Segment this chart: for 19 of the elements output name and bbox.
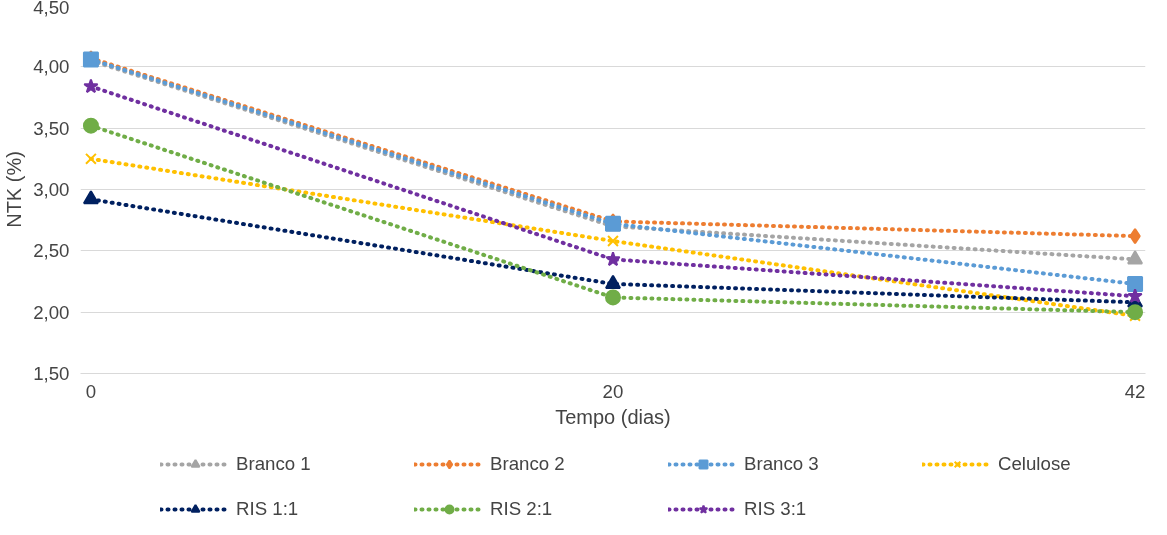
x-tick-label: 42 [1124,380,1146,402]
x-tick-label: 0 [85,380,97,402]
y-tick-label: 3,50 [33,117,70,139]
x-tick-label: 20 [602,380,624,402]
legend-label: Celulose [998,453,1072,475]
legend-label: Branco 3 [744,453,820,475]
y-tick-label: 2,50 [33,240,70,262]
legend-label: RIS 1:1 [236,498,300,520]
y-axis-title: NTK (%) [3,151,26,228]
legend-label: RIS 2:1 [490,498,554,520]
y-tick-label: 1,50 [33,363,70,384]
y-tick-label: 4,50 [33,0,70,18]
y-tick-label: 3,00 [33,179,70,200]
legend-label: RIS 3:1 [744,498,808,520]
x-axis-title: Tempo (dias) [555,405,671,428]
y-tick-label: 2,00 [33,301,70,323]
legend-label: Branco 2 [490,453,566,475]
legend-label: Branco 1 [236,453,312,475]
y-tick-label: 4,00 [33,56,70,78]
